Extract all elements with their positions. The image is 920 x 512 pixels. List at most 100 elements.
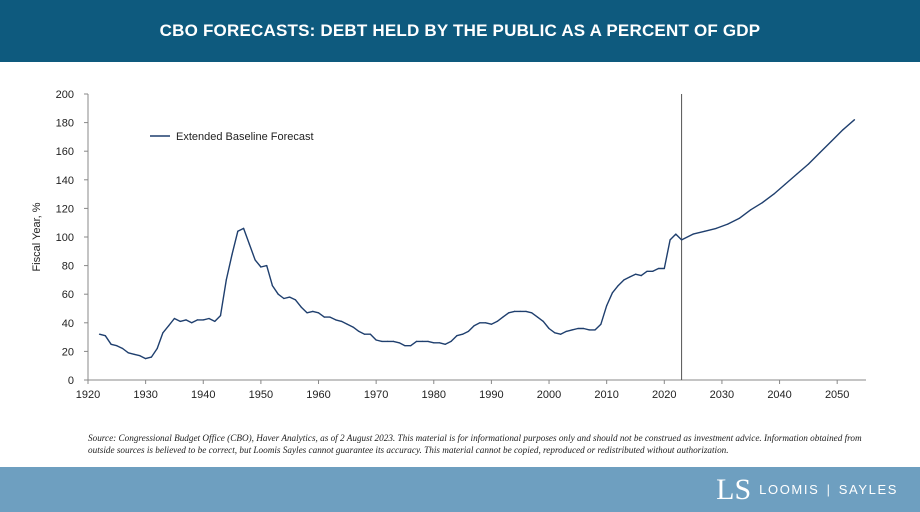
- x-tick-label: 1960: [306, 389, 330, 401]
- data-point: [819, 152, 821, 154]
- series-line-0: [99, 119, 855, 360]
- data-point: [565, 330, 567, 332]
- y-tick-label: 0: [68, 375, 74, 387]
- data-point: [704, 230, 706, 232]
- data-point: [127, 352, 129, 354]
- data-point: [853, 119, 856, 121]
- data-point: [807, 163, 810, 165]
- title-banner: CBO FORECASTS: DEBT HELD BY THE PUBLIC A…: [0, 0, 920, 62]
- data-point: [225, 279, 227, 281]
- company-logo: LS LOOMIS | SAYLES: [716, 467, 898, 512]
- data-point: [542, 320, 544, 322]
- data-point: [652, 270, 654, 272]
- data-point: [110, 343, 112, 345]
- data-point: [842, 129, 844, 131]
- y-axis-title: Fiscal Year, %: [31, 202, 43, 271]
- data-point: [600, 323, 602, 325]
- data-point: [122, 347, 124, 350]
- data-point: [375, 339, 377, 341]
- data-point: [364, 333, 366, 335]
- y-tick-label: 40: [62, 318, 74, 330]
- x-tick-label: 1950: [249, 389, 273, 401]
- x-tick-label: 1990: [479, 389, 503, 401]
- logo-name-left: LOOMIS: [759, 482, 820, 497]
- data-point: [266, 265, 268, 267]
- data-point: [306, 312, 308, 314]
- y-tick-label: 60: [62, 289, 74, 301]
- data-point: [179, 320, 181, 322]
- data-point: [663, 267, 665, 270]
- data-point: [438, 342, 441, 344]
- data-point: [208, 317, 210, 320]
- x-tick-label: 2040: [767, 389, 791, 401]
- y-tick-label: 200: [56, 89, 74, 101]
- data-point: [479, 322, 481, 324]
- data-point: [317, 312, 320, 314]
- data-point: [341, 320, 343, 322]
- data-point: [231, 253, 233, 255]
- x-tick-label: 1980: [422, 389, 446, 401]
- y-tick-label: 180: [56, 118, 74, 130]
- data-point: [346, 323, 348, 325]
- data-point: [681, 239, 683, 241]
- data-point: [496, 320, 498, 322]
- data-point: [456, 335, 458, 337]
- data-point: [185, 319, 187, 321]
- data-point: [715, 227, 717, 229]
- data-point: [243, 227, 245, 229]
- data-point: [139, 355, 141, 357]
- x-tick-label: 2030: [710, 389, 734, 401]
- data-point: [508, 312, 510, 314]
- data-point: [214, 320, 216, 322]
- data-point: [196, 319, 199, 321]
- logo-wordmark: LOOMIS | SAYLES: [759, 482, 898, 497]
- footer-band: LS LOOMIS | SAYLES: [0, 467, 920, 512]
- x-tick-label: 1920: [76, 389, 100, 401]
- y-tick-label: 140: [56, 175, 74, 187]
- data-point: [260, 266, 262, 268]
- data-point: [116, 345, 118, 347]
- data-point: [577, 327, 579, 330]
- data-point: [502, 316, 504, 318]
- data-point: [271, 285, 273, 287]
- data-point: [554, 332, 556, 334]
- data-point: [329, 316, 331, 318]
- x-tick-label: 1970: [364, 389, 388, 401]
- data-point: [594, 329, 596, 331]
- y-tick-label: 80: [62, 261, 74, 273]
- data-point: [692, 233, 694, 235]
- data-point: [606, 305, 608, 307]
- data-point: [611, 292, 614, 294]
- data-point: [237, 230, 239, 232]
- data-point: [289, 296, 291, 298]
- data-point: [525, 310, 527, 312]
- logo-mark: LS: [716, 472, 752, 506]
- logo-name-right: SAYLES: [838, 482, 898, 497]
- x-tick-label: 2020: [652, 389, 676, 401]
- y-tick-label: 20: [62, 346, 74, 358]
- x-tick-label: 2000: [537, 389, 561, 401]
- data-point: [392, 340, 394, 342]
- data-point: [588, 329, 591, 331]
- data-point: [646, 270, 648, 272]
- data-point: [415, 340, 418, 342]
- data-point: [727, 223, 729, 225]
- x-tick-label: 2050: [825, 389, 849, 401]
- data-point: [254, 259, 256, 261]
- data-point: [830, 140, 833, 142]
- logo-separator: |: [826, 482, 832, 497]
- data-point: [444, 343, 446, 345]
- data-point: [796, 173, 798, 175]
- data-point: [398, 342, 400, 344]
- data-point: [294, 299, 297, 301]
- x-tick-label: 2010: [594, 389, 618, 401]
- legend-label: Extended Baseline Forecast: [176, 131, 314, 143]
- data-point: [145, 358, 147, 360]
- data-point: [98, 333, 101, 335]
- data-point: [640, 275, 642, 277]
- data-point: [300, 306, 302, 308]
- data-point: [519, 310, 521, 312]
- data-point: [467, 330, 469, 332]
- x-tick-label: 1940: [191, 389, 215, 401]
